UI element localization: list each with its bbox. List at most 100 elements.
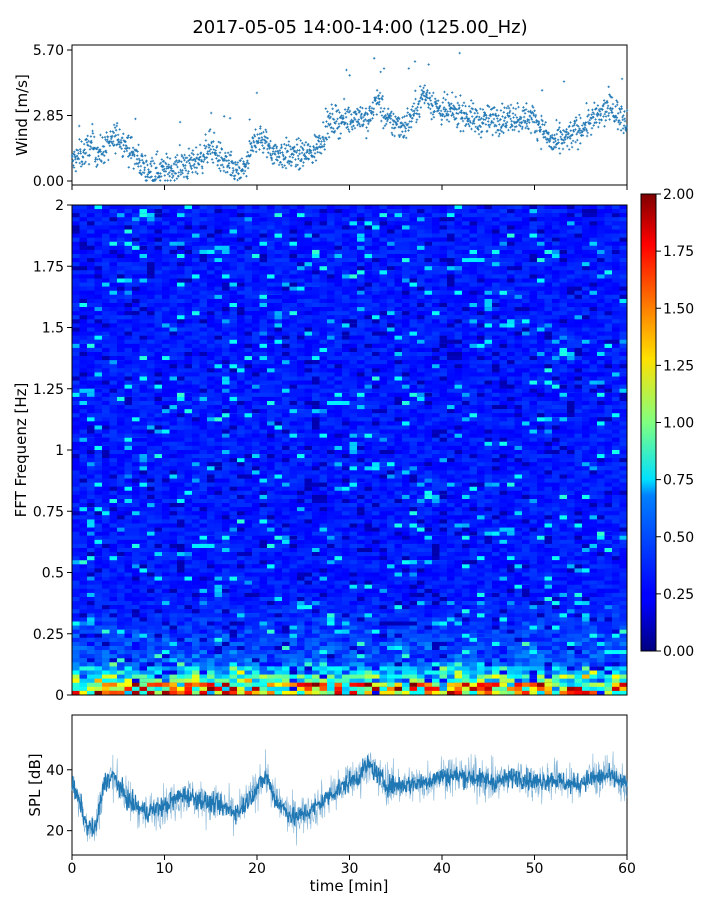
wind-panel: 0.002.855.70 Wind [m/s]: [13, 43, 629, 190]
spectrogram-cell: [469, 335, 478, 341]
spectrogram-cell: [267, 282, 275, 287]
spectrogram-cell: [522, 245, 530, 251]
wind-point: [228, 117, 232, 120]
spectrogram-cell: [252, 303, 260, 308]
wind-point: [563, 136, 566, 139]
wind-point: [117, 140, 121, 143]
wind-point: [169, 179, 172, 182]
spectrogram-cell: [267, 319, 275, 324]
wind-point: [137, 143, 140, 147]
spectrogram-cell: [394, 249, 403, 255]
spectrogram-cell: [612, 254, 620, 259]
spectrogram-cell: [552, 258, 560, 263]
wind-point: [174, 156, 177, 159]
spectrogram-cell: [177, 323, 185, 328]
wind-point: [357, 118, 360, 121]
wind-point: [494, 112, 497, 116]
wind-point: [597, 108, 601, 112]
spectrogram-cell: [612, 249, 620, 255]
wind-point: [455, 111, 458, 115]
spectrogram-cell: [582, 262, 590, 267]
spectrogram-cell: [409, 331, 418, 336]
spectrogram-cell: [229, 274, 238, 279]
wind-point: [608, 93, 611, 96]
spectrogram-cell: [274, 205, 283, 210]
wind-point: [159, 172, 162, 175]
spectrogram-cell: [499, 368, 508, 373]
wind-point: [598, 110, 602, 113]
spectrogram-cell: [117, 286, 125, 292]
wind-point: [459, 94, 462, 97]
spectrogram-cell: [439, 221, 448, 226]
wind-point: [539, 128, 542, 131]
spectrogram-cell: [387, 221, 395, 226]
wind-point: [275, 158, 278, 161]
wind-point: [559, 130, 562, 133]
wind-point: [592, 124, 595, 127]
wind-point: [566, 144, 569, 148]
wind-point: [590, 113, 593, 116]
spectrogram-cell: [379, 356, 388, 361]
spectrogram-cell: [312, 225, 320, 230]
spectrogram-cell: [409, 352, 418, 357]
wind-point: [374, 96, 378, 99]
spectrogram-cell: [304, 368, 313, 373]
wind-point: [296, 163, 299, 167]
spectrogram-cell: [72, 254, 80, 259]
spectrogram-cell: [522, 282, 530, 287]
wind-point: [394, 115, 397, 118]
spectrogram-cell: [387, 213, 395, 218]
wind-point: [471, 115, 474, 118]
spectrogram-cell: [79, 368, 88, 373]
spectrogram-cell: [237, 245, 245, 251]
wind-point: [137, 157, 141, 161]
wind-point: [79, 165, 83, 168]
wind-point: [175, 163, 178, 166]
spectrogram-cell: [619, 298, 627, 304]
spectrogram-cell: [267, 294, 275, 300]
wind-point: [530, 118, 534, 121]
wind-point: [127, 134, 130, 137]
wind-point: [530, 116, 533, 120]
wind-point: [250, 141, 253, 145]
wind-point: [568, 124, 571, 128]
spectrogram-cell: [229, 327, 238, 332]
wind-point: [615, 99, 618, 102]
wind-point: [299, 139, 302, 142]
spectrogram-cell: [349, 262, 358, 267]
wind-point: [86, 134, 89, 138]
wind-point: [139, 172, 142, 175]
spectrogram-cell: [162, 270, 170, 275]
spectrogram-cell: [394, 262, 403, 267]
wind-point: [410, 120, 413, 123]
wind-point: [167, 166, 170, 170]
wind-point: [192, 153, 195, 156]
spectrogram-cell: [304, 282, 313, 287]
wind-point: [420, 93, 423, 96]
spectrogram-cell: [139, 352, 148, 357]
wind-point: [188, 154, 191, 157]
spectrogram-cell: [319, 221, 328, 226]
wind-point: [179, 170, 183, 174]
wind-point: [205, 145, 208, 148]
spectrogram-cell: [574, 286, 583, 292]
spectrogram-cell: [597, 241, 605, 247]
spectrogram-cell: [139, 233, 148, 238]
wind-point: [521, 125, 524, 129]
spectrogram-cell: [154, 262, 163, 267]
wind-point: [350, 125, 354, 129]
spectrogram-cell: [612, 380, 620, 385]
spectrogram-cell: [319, 364, 328, 369]
spectrogram-cell: [79, 229, 88, 234]
spectrogram-cell: [417, 282, 425, 287]
wind-point: [283, 164, 286, 167]
wind-point: [279, 151, 282, 155]
spectrogram-cell: [402, 237, 410, 243]
wind-point: [475, 115, 479, 118]
spectrogram-cell: [409, 376, 418, 381]
spectrogram-cell: [537, 282, 545, 287]
spectrogram-cell: [597, 229, 605, 234]
spectrogram-cell: [604, 323, 613, 328]
wind-point: [361, 106, 364, 110]
spectrogram-cell: [619, 209, 627, 214]
